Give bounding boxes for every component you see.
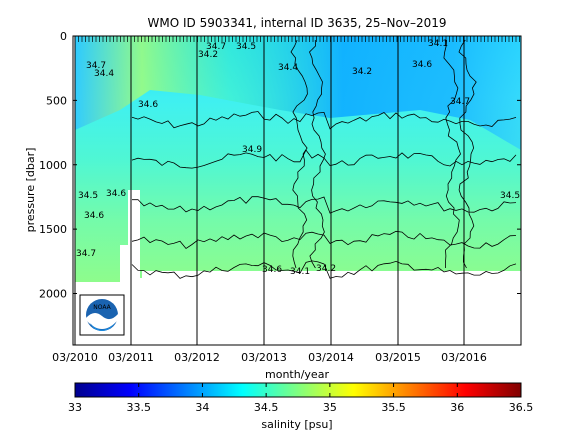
- contour-label: 34.2: [198, 50, 218, 60]
- contour-label: 34.6: [84, 211, 104, 221]
- colorbar-tick-label: 35.5: [381, 401, 406, 414]
- contour-label: 34.7: [206, 42, 226, 52]
- contour-label: 34.6: [106, 189, 126, 199]
- x-tick-label: 03/2012: [174, 351, 220, 364]
- colorbar-tick-label: 33.5: [126, 401, 151, 414]
- x-axis-label: month/year: [265, 368, 329, 381]
- contour-label: 34.2: [352, 67, 372, 77]
- y-tick-label: 0: [60, 30, 67, 43]
- contour-label: 34.5: [78, 191, 98, 201]
- contour-label: 34.6: [138, 100, 158, 110]
- x-axis-ticks: 03/2010 03/2011 03/2012 03/2013 03/2014 03/20…: [52, 36, 487, 364]
- x-tick-label: 03/2016: [441, 351, 487, 364]
- y-tick-label: 500: [46, 94, 67, 107]
- colorbar-tick-label: 35: [323, 401, 337, 414]
- colorbar-tick-label: 33: [68, 401, 82, 414]
- colorbar-ticks: 33 33.5 34 34.5 35 35.5 36 36.5: [68, 383, 533, 414]
- contour-label: 34.5: [500, 191, 520, 201]
- colorbar: 33 33.5 34 34.5 35 35.5 36 36.5 salinity [psu]: [68, 382, 533, 431]
- contour-label: 34.4: [278, 63, 298, 73]
- contour-line: [309, 39, 326, 269]
- plot-frame: [72, 35, 522, 346]
- contour-label: 34.7: [86, 61, 106, 71]
- colorbar-tick-label: 36: [450, 401, 464, 414]
- colorbar-tick-label: 34: [195, 401, 209, 414]
- contour-label: 34.7: [76, 249, 96, 259]
- contour-line: [131, 260, 517, 279]
- contour-line: [131, 196, 517, 214]
- x-tick-label: 03/2013: [241, 351, 287, 364]
- x-tick-label: 03/2014: [308, 351, 354, 364]
- x-tick-label: 03/2010: [52, 351, 98, 364]
- colorbar-gradient: [74, 382, 522, 398]
- contour-line: [131, 111, 517, 130]
- contour-label: 34.2: [316, 264, 336, 274]
- contour-line: [443, 39, 461, 269]
- contour-label: 34.1: [428, 39, 448, 49]
- y-tick-label: 1500: [39, 223, 67, 236]
- plot-area: 34.7 34.5 34.2 34.4 34.4 34.5 34.6 34.6 34.7 34.6…: [73, 36, 521, 345]
- contour-line: [131, 230, 517, 250]
- chart-title: WMO ID 5903341, internal ID 3635, 25–Nov…: [148, 16, 447, 30]
- x-tick-label: 03/2011: [108, 351, 154, 364]
- y-tick-label: 2000: [39, 288, 67, 301]
- noaa-logo-text: NOAA: [93, 304, 111, 311]
- contour-labels: 34.7 34.5 34.2 34.4 34.4 34.5 34.6 34.6 34.7 34.6…: [76, 39, 520, 277]
- y-axis-ticks: 0 500 1000 1500 2000: [39, 30, 521, 301]
- contour-label: 34.4: [94, 69, 114, 79]
- y-tick-label: 1000: [39, 159, 67, 172]
- profile-tick-marks: [74, 36, 520, 42]
- contour-label: 34.9: [242, 145, 262, 155]
- contour-lines: [131, 39, 517, 279]
- contour-label: 34.6: [412, 60, 432, 70]
- colorbar-label: salinity [psu]: [261, 418, 332, 431]
- contour-label: 34.5: [236, 42, 256, 52]
- surface-salinity-layer: [75, 36, 521, 150]
- contour-label: 34.1: [290, 267, 310, 277]
- x-tick-label: 03/2015: [375, 351, 421, 364]
- contour-line: [458, 39, 477, 269]
- contour-line: [290, 39, 308, 269]
- y-axis-label: pressure [dbar]: [24, 148, 37, 233]
- contour-label: 34.7: [450, 97, 470, 107]
- contour-label: 34.6: [262, 265, 282, 275]
- colorbar-tick-label: 36.5: [509, 401, 534, 414]
- noaa-logo-icon: NOAA: [79, 294, 125, 336]
- colorbar-tick-label: 34.5: [254, 401, 279, 414]
